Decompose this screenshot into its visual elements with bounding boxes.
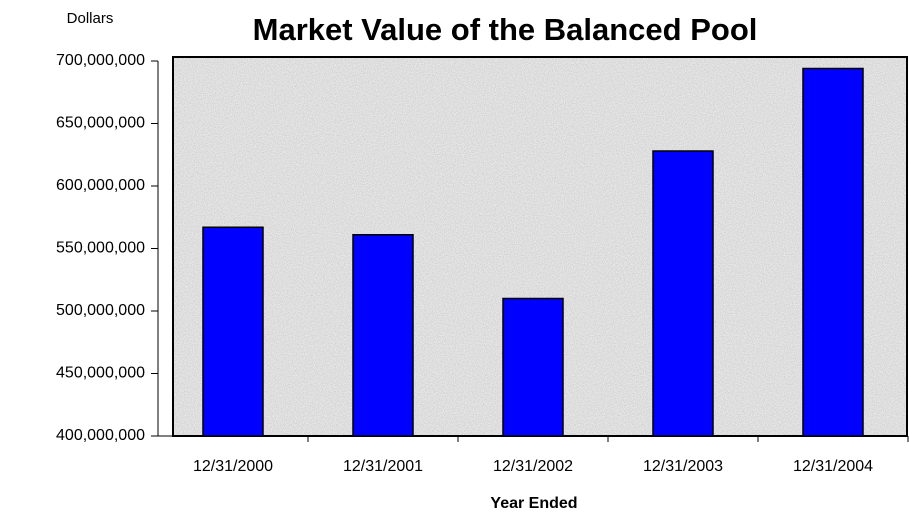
y-tick-label: 500,000,000 (56, 302, 145, 319)
bar (202, 226, 264, 437)
bar (652, 150, 714, 437)
y-tick-label: 700,000,000 (56, 52, 145, 69)
y-tick-label: 400,000,000 (56, 427, 145, 444)
x-tick-label: 12/31/2003 (643, 458, 723, 475)
y-tick-label: 550,000,000 (56, 240, 145, 257)
x-axis-label: Year Ended (490, 495, 577, 512)
bar (802, 67, 864, 437)
y-tick-label: 450,000,000 (56, 365, 145, 382)
bar (352, 234, 414, 437)
x-tick-label: 12/31/2002 (493, 458, 573, 475)
y-axis-label: Dollars (67, 10, 114, 27)
x-tick-label: 12/31/2001 (343, 458, 423, 475)
chart-title: Market Value of the Balanced Pool (253, 12, 758, 47)
bar (502, 297, 564, 437)
x-tick-label: 12/31/2004 (793, 458, 873, 475)
y-tick-label: 600,000,000 (56, 177, 145, 194)
y-tick-label: 650,000,000 (56, 115, 145, 132)
x-tick-label: 12/31/2000 (193, 458, 273, 475)
